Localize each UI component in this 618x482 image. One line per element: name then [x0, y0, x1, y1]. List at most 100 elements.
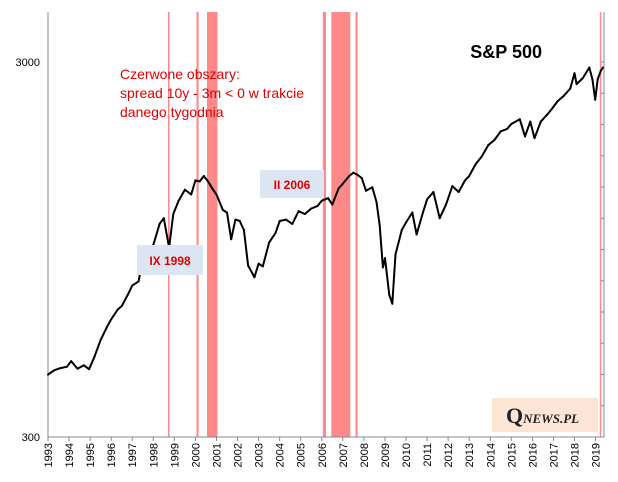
x-tick-label-2018: 2018: [570, 443, 582, 467]
data-point: [415, 233, 418, 236]
x-tick-label-2004: 2004: [275, 443, 287, 467]
data-point: [546, 113, 549, 116]
data-point: [226, 211, 228, 214]
data-point: [198, 180, 201, 183]
data-point: [120, 305, 123, 308]
data-point: [539, 120, 542, 123]
x-tick-label-2012: 2012: [443, 443, 455, 467]
inversion-band: [196, 12, 199, 437]
data-point: [285, 218, 287, 221]
x-tick-label-2015: 2015: [506, 443, 518, 467]
data-point: [251, 272, 254, 275]
data-point: [278, 220, 281, 222]
data-point: [594, 98, 597, 101]
data-point: [371, 186, 374, 189]
data-point: [384, 257, 386, 260]
x-tick-label-2017: 2017: [549, 443, 561, 467]
x-tick-label-2001: 2001: [212, 443, 224, 467]
data-point: [59, 367, 62, 370]
data-point: [457, 191, 460, 193]
data-point: [297, 210, 300, 213]
callout-1998-box: [137, 245, 203, 275]
callout-1998-label: IX 1998: [149, 254, 191, 268]
inversion-band: [168, 12, 170, 437]
data-point: [468, 175, 471, 177]
x-tick-label-1997: 1997: [127, 443, 139, 467]
callout-2006-box: [260, 170, 324, 198]
data-point: [247, 264, 250, 267]
data-point: [215, 193, 218, 196]
data-point: [550, 108, 553, 111]
data-point: [137, 280, 140, 283]
data-point: [158, 222, 161, 225]
data-point: [480, 155, 483, 158]
data-point: [518, 118, 521, 121]
data-point: [405, 221, 407, 224]
x-tick-label-2003: 2003: [254, 443, 266, 467]
data-point: [257, 262, 260, 265]
data-point: [563, 94, 565, 97]
data-point: [242, 228, 245, 231]
data-point: [573, 72, 576, 75]
note-line-3: danego tygodnia: [120, 104, 224, 120]
x-tick-label-2019: 2019: [591, 443, 603, 467]
data-point: [116, 308, 119, 311]
data-point: [388, 293, 391, 296]
inversion-band: [355, 12, 358, 437]
data-point: [445, 203, 447, 206]
data-point: [493, 138, 496, 141]
data-point: [310, 207, 313, 210]
data-point: [221, 208, 224, 211]
data-point: [596, 78, 599, 81]
logo-q: Q: [506, 403, 523, 428]
x-tick-label-1993: 1993: [43, 443, 55, 467]
data-point: [66, 365, 68, 368]
data-point: [356, 173, 359, 176]
data-point: [238, 220, 241, 222]
note-line-2: spread 10y - 3m < 0 w trakcie: [120, 85, 304, 101]
data-point: [207, 180, 210, 183]
x-tick-label-2009: 2009: [380, 443, 392, 467]
data-point: [183, 188, 186, 191]
data-point: [162, 217, 165, 220]
x-tick-label-2006: 2006: [317, 443, 329, 467]
data-point: [230, 238, 233, 241]
data-point: [131, 284, 134, 287]
x-tick-label-2002: 2002: [233, 443, 245, 467]
data-point: [487, 144, 490, 147]
data-point: [172, 213, 175, 215]
data-point: [381, 266, 384, 269]
logo-text: QNEWS.PL: [506, 403, 579, 428]
data-point: [316, 204, 319, 207]
y-tick-label-3000: 3000: [16, 57, 40, 69]
inversion-bands: [168, 12, 602, 437]
chart-title: S&P 500: [470, 42, 542, 62]
data-point: [341, 182, 344, 185]
data-point: [166, 235, 168, 238]
data-point: [211, 187, 214, 190]
data-point: [331, 203, 334, 206]
x-tick-label-1998: 1998: [148, 443, 160, 467]
data-point: [177, 199, 180, 202]
x-tick-label-1994: 1994: [64, 443, 76, 467]
data-point: [499, 130, 502, 133]
data-point: [47, 373, 49, 376]
data-point: [533, 137, 536, 140]
data-point: [106, 325, 108, 328]
data-point: [70, 360, 73, 363]
data-point: [421, 211, 424, 214]
data-point: [365, 189, 367, 192]
data-point: [506, 127, 509, 130]
x-axis-ticks: 1993 1994 1995 1996 1997 1998 1999 2000 2001 2002…: [43, 437, 603, 467]
data-point: [127, 293, 129, 296]
data-point: [391, 302, 394, 305]
inversion-band: [599, 12, 602, 437]
data-point: [529, 120, 532, 123]
data-point: [575, 83, 578, 86]
x-tick-label-2000: 2000: [190, 443, 202, 467]
x-tick-label-2016: 2016: [527, 443, 539, 467]
data-point: [581, 77, 584, 79]
qnews-logo: QNEWS.PL: [492, 398, 598, 432]
data-point: [400, 228, 403, 231]
x-tick-label-2013: 2013: [464, 443, 476, 467]
